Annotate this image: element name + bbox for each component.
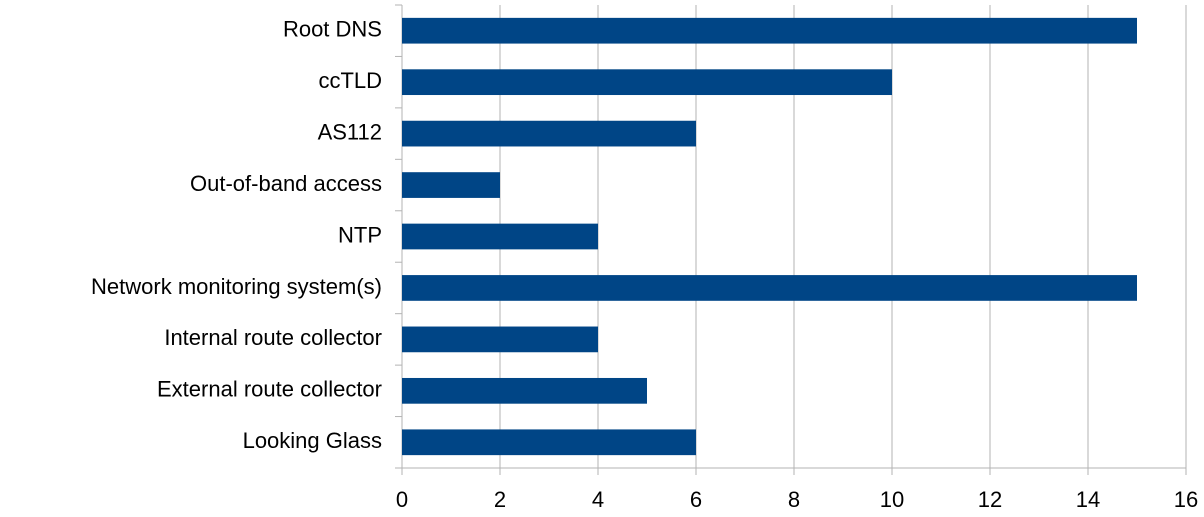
y-tick-label: NTP [338,222,382,247]
y-tick-label: Network monitoring system(s) [91,274,382,299]
x-tick-label: 2 [494,487,506,512]
x-tick-label: 0 [396,487,408,512]
x-tick-label: 4 [592,487,604,512]
y-tick-label: External route collector [157,377,382,402]
bar [402,326,598,353]
x-tick-label: 14 [1076,487,1100,512]
x-tick-label: 12 [978,487,1002,512]
bar [402,429,696,456]
bar [402,223,598,250]
x-tick-label: 8 [788,487,800,512]
bar [402,69,892,96]
y-tick-label: Root DNS [283,17,382,42]
y-tick-label: Out-of-band access [190,171,382,196]
x-tick-label: 6 [690,487,702,512]
x-tick-label: 16 [1174,487,1198,512]
bar [402,377,647,404]
bar [402,275,1137,301]
y-tick-label: ccTLD [318,68,382,93]
x-tick-label: 10 [880,487,904,512]
bar [402,120,696,147]
y-tick-label: AS112 [318,119,382,144]
bar [402,17,1137,44]
y-tick-label: Looking Glass [243,428,382,453]
y-tick-label: Internal route collector [164,325,382,350]
bar [402,172,500,198]
